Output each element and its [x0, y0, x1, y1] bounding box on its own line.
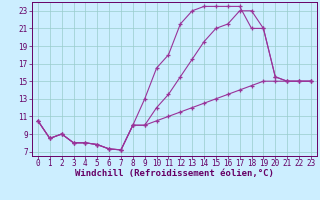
- X-axis label: Windchill (Refroidissement éolien,°C): Windchill (Refroidissement éolien,°C): [75, 169, 274, 178]
